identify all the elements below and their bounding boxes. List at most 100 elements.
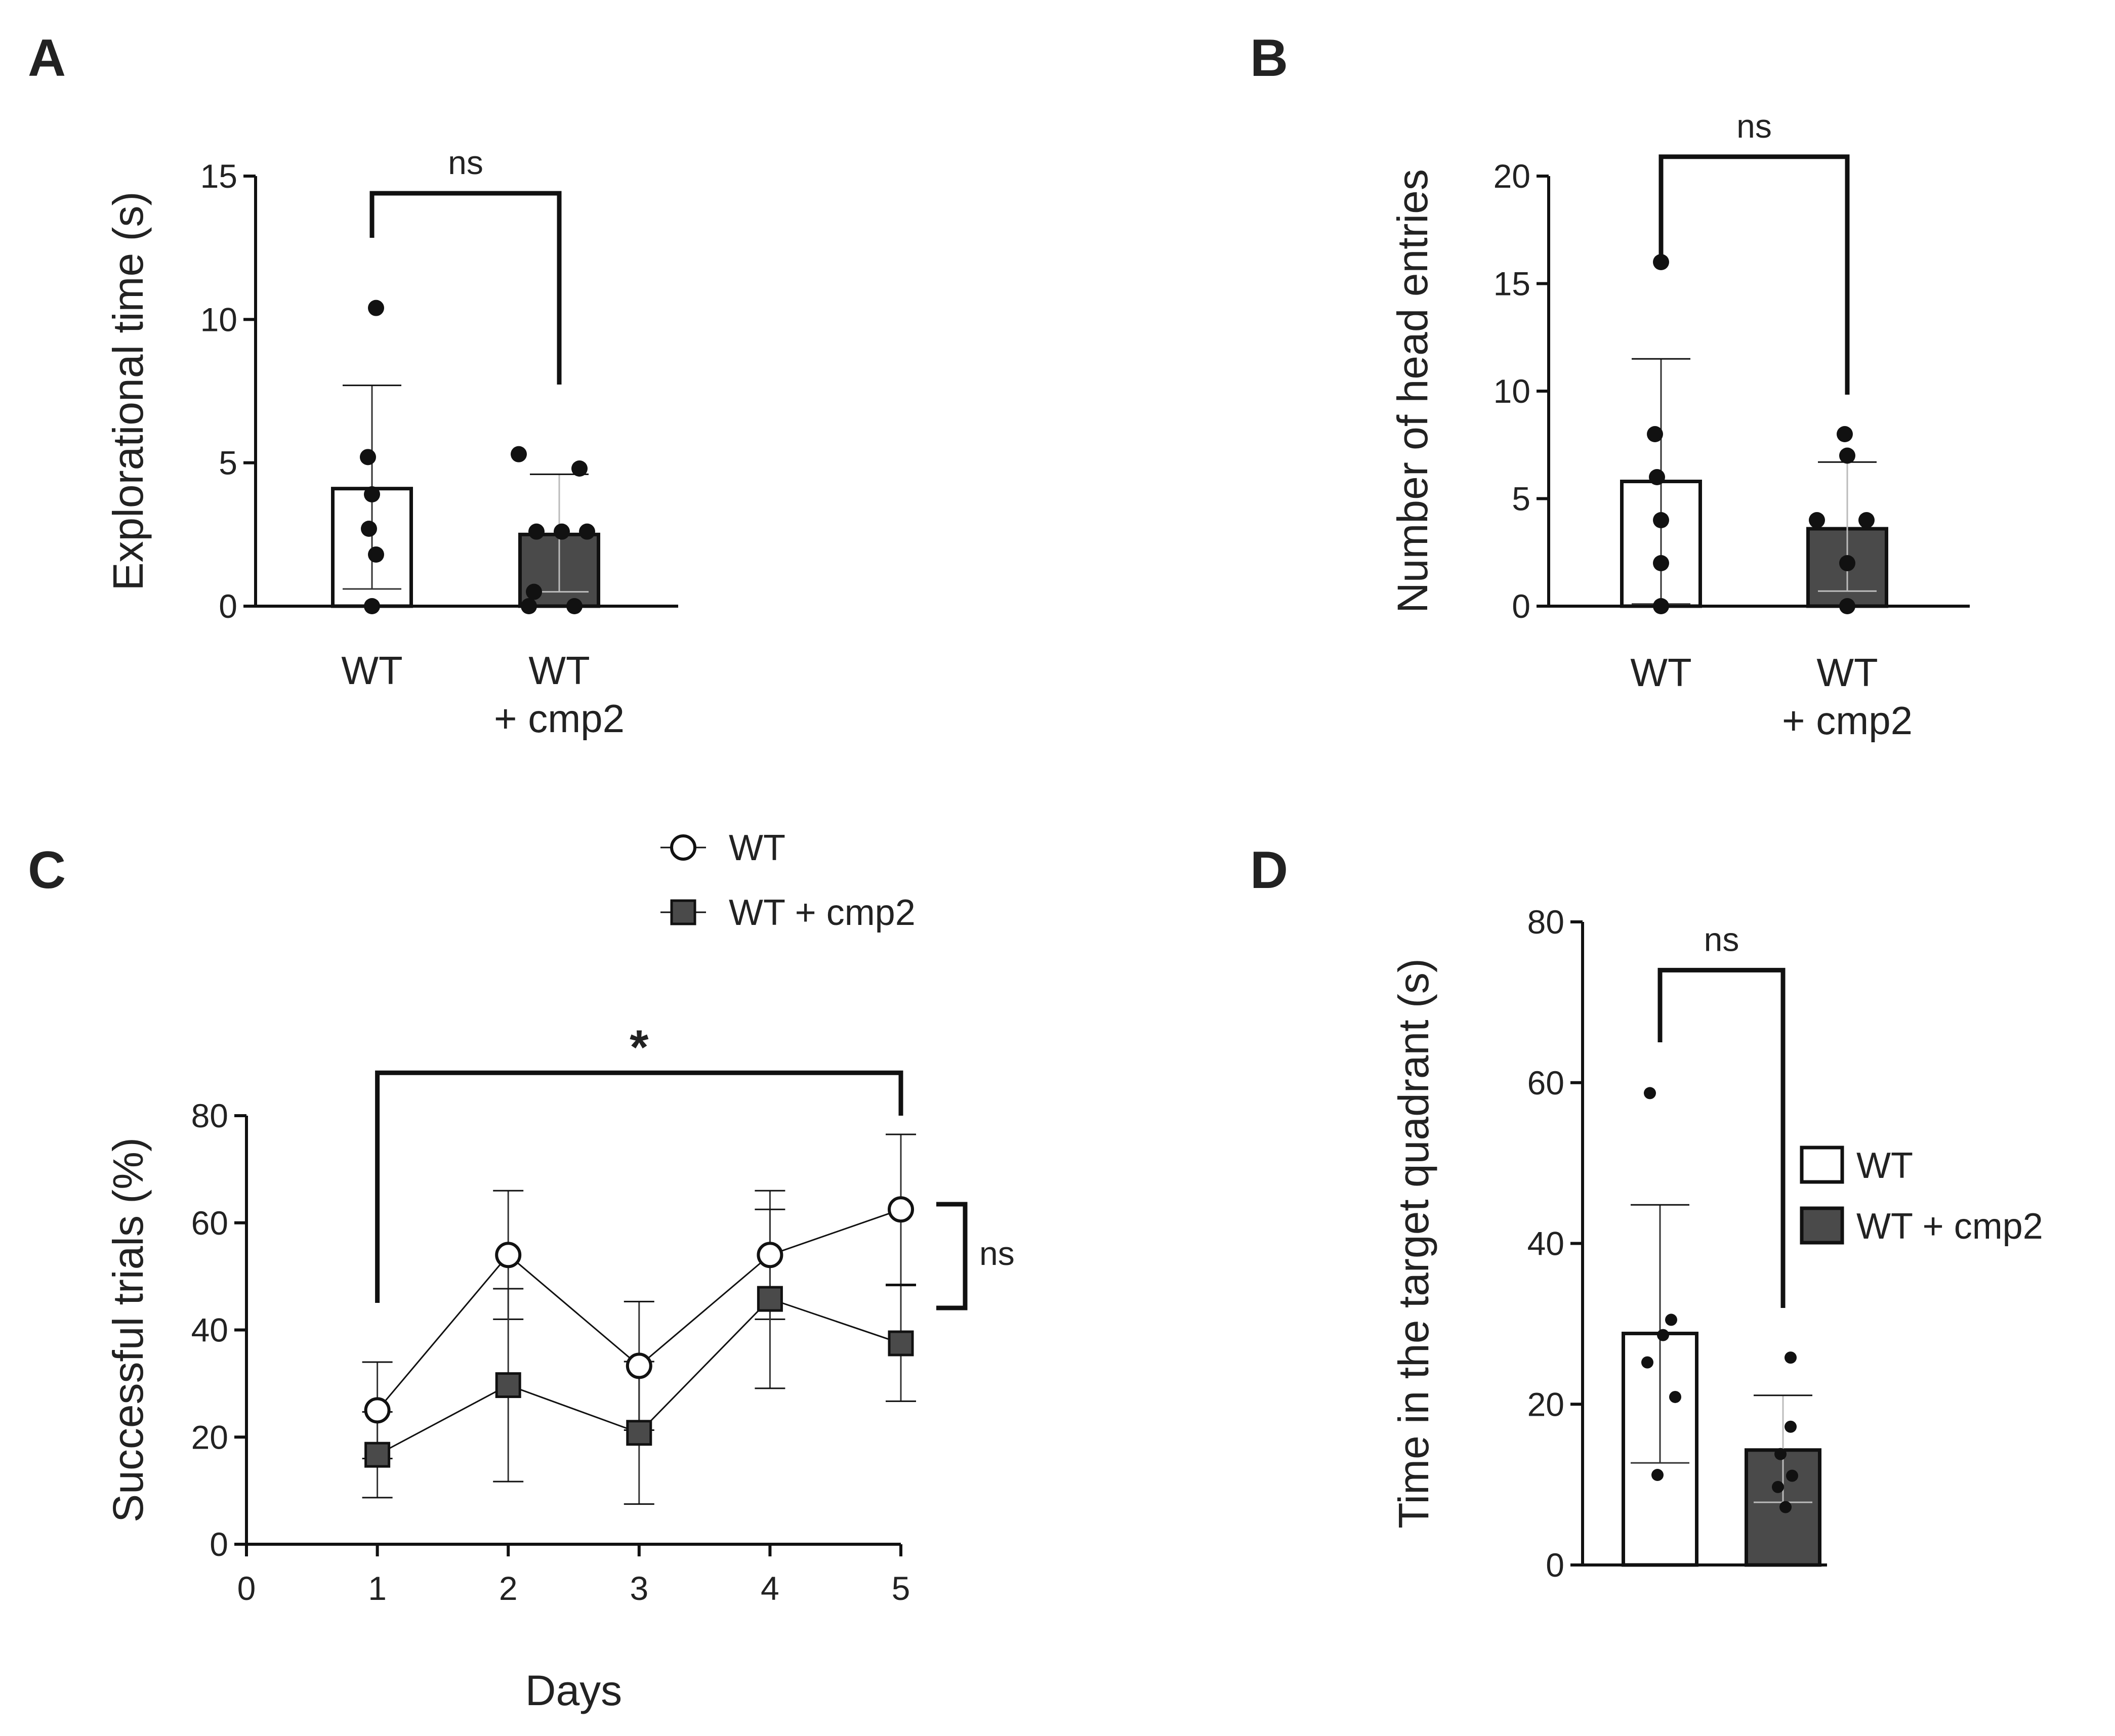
significance-label: * bbox=[630, 1020, 649, 1074]
data-point-wt bbox=[888, 1196, 914, 1223]
data-point bbox=[554, 523, 570, 540]
y-tick-label: 20 bbox=[191, 1418, 228, 1456]
data-point bbox=[571, 460, 588, 477]
y-axis-title: Time in the target quadrant (s) bbox=[1390, 958, 1437, 1529]
x-tick-label: 1 bbox=[368, 1570, 387, 1607]
data-point bbox=[1779, 1501, 1792, 1513]
data-point bbox=[521, 598, 537, 614]
data-point bbox=[1837, 426, 1853, 442]
y-tick-label: 15 bbox=[1494, 265, 1530, 303]
data-point bbox=[1647, 426, 1663, 442]
legend-marker-wt bbox=[670, 834, 696, 861]
y-tick-label: 0 bbox=[219, 587, 237, 625]
data-point bbox=[1809, 512, 1825, 528]
data-point bbox=[1644, 1087, 1656, 1099]
data-point bbox=[579, 523, 595, 540]
significance-label: ns bbox=[1736, 107, 1772, 145]
data-point bbox=[1785, 1420, 1797, 1433]
x-tick-label: 2 bbox=[499, 1570, 518, 1607]
data-point bbox=[1651, 1469, 1664, 1481]
y-tick-label: 0 bbox=[1546, 1546, 1564, 1584]
significance-bracket bbox=[375, 1070, 903, 1303]
data-point bbox=[1858, 512, 1875, 528]
y-axis-title: Explorational time (s) bbox=[104, 192, 152, 591]
legend-label: WT + cmp2 bbox=[729, 893, 916, 933]
data-point bbox=[1786, 1469, 1798, 1482]
category-label: + cmp2 bbox=[1782, 698, 1913, 743]
y-tick-label: 5 bbox=[219, 444, 237, 482]
significance-bracket bbox=[1657, 967, 1786, 1308]
x-tick-label: 5 bbox=[892, 1570, 910, 1607]
legend-label: WT + cmp2 bbox=[1856, 1206, 2043, 1247]
data-point bbox=[1669, 1390, 1681, 1403]
data-point bbox=[1785, 1351, 1797, 1364]
data-point bbox=[566, 598, 583, 614]
y-tick-label: 60 bbox=[191, 1204, 228, 1242]
side-bracket-label: ns bbox=[979, 1235, 1015, 1272]
category-label: WT bbox=[341, 648, 402, 693]
data-point bbox=[1839, 447, 1855, 464]
data-point bbox=[1657, 1329, 1669, 1341]
data-point bbox=[511, 446, 527, 462]
data-point bbox=[1772, 1480, 1784, 1493]
y-tick-label: 20 bbox=[1527, 1385, 1564, 1423]
category-label: + cmp2 bbox=[494, 696, 625, 741]
y-tick-label: 20 bbox=[1494, 157, 1530, 195]
data-point bbox=[1641, 1356, 1653, 1369]
data-point bbox=[368, 546, 384, 563]
y-tick-label: 60 bbox=[1527, 1064, 1564, 1102]
data-point-wt-cmp2 bbox=[364, 1442, 391, 1468]
data-point-wt bbox=[626, 1352, 652, 1379]
category-label: WT bbox=[1816, 650, 1878, 695]
y-tick-label: 15 bbox=[200, 157, 237, 195]
y-tick-label: 0 bbox=[210, 1526, 228, 1563]
data-point bbox=[1839, 555, 1855, 571]
legend-marker-wt-cmp2 bbox=[670, 899, 696, 925]
data-point bbox=[364, 486, 380, 502]
y-axis-title: Number of head entries bbox=[1389, 169, 1436, 613]
y-tick-label: 40 bbox=[191, 1311, 228, 1349]
significance-bracket bbox=[369, 191, 562, 385]
category-label: WT bbox=[1630, 650, 1691, 695]
data-point bbox=[1774, 1448, 1787, 1460]
data-point-wt-cmp2 bbox=[495, 1372, 521, 1399]
y-tick-label: 10 bbox=[1494, 372, 1530, 410]
legend-swatch-wt-cmp2 bbox=[1800, 1206, 1844, 1245]
data-point bbox=[361, 521, 377, 537]
data-point bbox=[360, 449, 376, 465]
legend-swatch-wt bbox=[1800, 1146, 1844, 1184]
significance-bracket bbox=[1658, 154, 1850, 395]
x-axis-title: Days bbox=[525, 1667, 622, 1714]
data-point bbox=[1649, 469, 1665, 485]
data-point bbox=[1839, 598, 1855, 614]
data-point bbox=[528, 523, 545, 540]
y-tick-label: 5 bbox=[1512, 480, 1530, 518]
data-point bbox=[1653, 555, 1669, 571]
y-tick-label: 10 bbox=[200, 301, 237, 338]
y-tick-label: 80 bbox=[191, 1097, 228, 1134]
data-point bbox=[368, 300, 384, 316]
legend-label: WT bbox=[729, 828, 785, 868]
data-point-wt-cmp2 bbox=[888, 1330, 914, 1357]
panel-letter: D bbox=[1250, 841, 1288, 900]
data-point bbox=[526, 583, 542, 600]
legend-label: WT bbox=[1856, 1146, 1913, 1186]
data-point-wt bbox=[495, 1242, 522, 1268]
data-point bbox=[1653, 598, 1669, 614]
x-tick-label: 0 bbox=[237, 1570, 256, 1607]
x-tick-label: 3 bbox=[630, 1570, 648, 1607]
category-label: WT bbox=[528, 648, 590, 693]
data-point-wt-cmp2 bbox=[757, 1286, 783, 1312]
data-point bbox=[1665, 1314, 1677, 1326]
panel-letter: B bbox=[1250, 29, 1288, 88]
panel-letter: A bbox=[28, 29, 66, 88]
y-tick-label: 80 bbox=[1527, 903, 1564, 941]
data-point-wt bbox=[757, 1242, 783, 1268]
data-point bbox=[364, 598, 380, 614]
data-point bbox=[1653, 512, 1669, 528]
data-point-wt-cmp2 bbox=[626, 1420, 652, 1446]
panel-letter: C bbox=[28, 841, 66, 900]
x-tick-label: 4 bbox=[761, 1570, 779, 1607]
data-point-wt bbox=[364, 1397, 391, 1424]
